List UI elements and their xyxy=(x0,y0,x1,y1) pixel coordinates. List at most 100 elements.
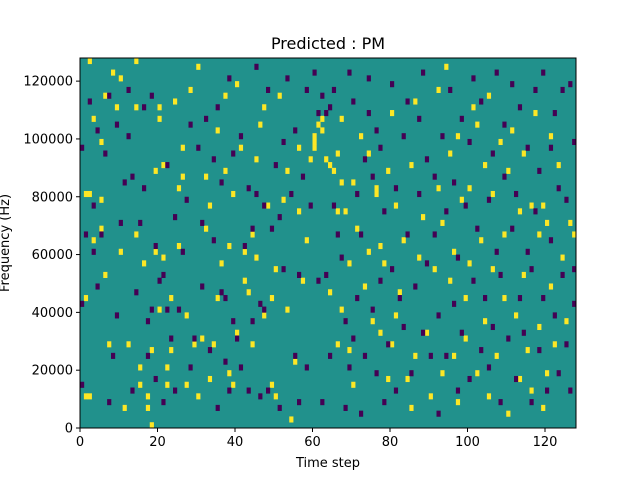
heatmap-cell-high xyxy=(455,399,461,406)
heatmap-cell-high xyxy=(529,387,534,394)
heatmap-cell-high xyxy=(490,266,495,273)
heatmap-cell-high xyxy=(312,144,317,151)
heatmap-cell-low xyxy=(510,81,515,88)
heatmap-cell-low xyxy=(281,138,286,146)
heatmap-cell-low xyxy=(215,404,220,411)
heatmap-cell-high xyxy=(215,127,220,134)
heatmap-cell-low xyxy=(262,306,267,313)
heatmap-cell-low xyxy=(556,370,561,377)
heatmap-cell-low xyxy=(424,260,430,267)
heatmap-cell-high xyxy=(111,69,116,76)
heatmap-cell-low xyxy=(382,208,387,215)
heatmap-cell-high xyxy=(436,86,441,93)
heatmap-cell-low xyxy=(219,179,224,186)
heatmap-cell-low xyxy=(114,121,120,128)
heatmap-cell-high xyxy=(421,214,426,221)
heatmap-cell-low xyxy=(289,190,294,198)
heatmap-cell-high xyxy=(99,196,104,203)
heatmap-cell-high xyxy=(393,202,399,209)
heatmap-cell-low xyxy=(312,69,317,76)
heatmap-cell-low xyxy=(498,271,503,278)
heatmap-cell-high xyxy=(386,375,391,383)
heatmap-cell-low xyxy=(525,248,530,255)
heatmap-cell-low xyxy=(355,295,360,302)
heatmap-cell-high xyxy=(238,144,244,151)
heatmap-cell-high xyxy=(545,370,550,377)
heatmap-cell-high xyxy=(328,289,333,296)
heatmap-cell-low xyxy=(517,295,523,302)
heatmap-cell-low xyxy=(417,115,422,122)
heatmap-cell-high xyxy=(448,150,453,157)
heatmap-cell-high xyxy=(83,190,89,198)
heatmap-cell-low xyxy=(293,127,298,134)
heatmap-cell-low xyxy=(413,283,418,290)
heatmap-cell-high xyxy=(386,167,391,174)
heatmap-cell-high xyxy=(176,185,182,192)
heatmap-cell-high xyxy=(165,364,170,371)
heatmap-cell-high xyxy=(521,150,526,157)
heatmap-cell-low xyxy=(227,387,232,394)
heatmap-cell-low xyxy=(254,63,259,70)
heatmap-cell-high xyxy=(180,144,185,151)
heatmap-cell-low xyxy=(246,185,251,192)
heatmap-cell-high xyxy=(537,231,542,238)
heatmap-cell-high xyxy=(99,138,104,146)
heatmap-cell-low xyxy=(308,202,313,209)
heatmap-cell-low xyxy=(231,318,236,325)
heatmap-cell-low xyxy=(479,98,484,105)
heatmap-cell-high xyxy=(126,341,131,348)
heatmap-cell-high xyxy=(556,162,561,169)
heatmap-cell-high xyxy=(180,173,185,180)
heatmap-cell-low xyxy=(556,185,561,192)
heatmap-cell-high xyxy=(467,260,472,267)
heatmap-cell-low xyxy=(95,127,100,134)
heatmap-cell-low xyxy=(196,144,201,151)
heatmap-cell-high xyxy=(134,231,139,238)
heatmap-cell-low xyxy=(122,179,127,186)
heatmap-cell-high xyxy=(525,347,530,354)
heatmap-cell-high xyxy=(320,115,325,122)
heatmap-cell-low xyxy=(145,352,151,359)
heatmap-cell-high xyxy=(455,133,461,140)
heatmap-cell-low xyxy=(386,341,391,348)
heatmap-cell-low xyxy=(393,185,399,192)
heatmap-cell-high xyxy=(293,358,298,365)
heatmap-cell-high xyxy=(409,404,414,411)
heatmap-cell-low xyxy=(421,329,426,336)
heatmap-cell-low xyxy=(91,248,96,255)
heatmap-cell-high xyxy=(207,375,213,383)
heatmap-cell-low xyxy=(91,202,96,209)
heatmap-cell-low xyxy=(173,387,178,394)
heatmap-cell-high xyxy=(91,237,96,244)
heatmap-cell-high xyxy=(184,312,189,319)
heatmap-cell-high xyxy=(537,323,542,331)
heatmap-cell-low xyxy=(277,214,282,221)
heatmap-cell-high xyxy=(157,104,162,111)
heatmap-cell-low xyxy=(533,208,538,215)
heatmap-cell-low xyxy=(432,173,437,180)
heatmap-cell-low xyxy=(83,231,89,238)
heatmap-cell-high xyxy=(486,393,492,400)
y-tick-label: 100000 xyxy=(23,132,73,147)
heatmap-cell-high xyxy=(138,364,143,371)
heatmap-cell-high xyxy=(452,352,457,359)
heatmap-cell-high xyxy=(134,58,139,65)
heatmap-cell-high xyxy=(335,341,340,348)
heatmap-cell-low xyxy=(126,133,131,140)
heatmap-cell-low xyxy=(130,173,135,180)
heatmap-cell-low xyxy=(153,243,158,250)
heatmap-cell-low xyxy=(537,167,542,174)
heatmap-cell-low xyxy=(165,306,170,313)
heatmap-cell-high xyxy=(572,231,577,238)
y-tick-label: 120000 xyxy=(23,75,73,90)
heatmap-cell-low xyxy=(285,75,290,82)
heatmap-cell-low xyxy=(347,364,352,371)
heatmap-cell-low xyxy=(486,196,492,203)
heatmap-cell-low xyxy=(432,231,437,238)
heatmap-cell-high xyxy=(231,190,236,198)
heatmap-cell-high xyxy=(463,335,468,342)
heatmap-cell-low xyxy=(192,335,197,342)
heatmap-cell-high xyxy=(374,190,379,198)
heatmap-cell-low xyxy=(390,266,395,273)
heatmap-cell-high xyxy=(552,341,557,348)
